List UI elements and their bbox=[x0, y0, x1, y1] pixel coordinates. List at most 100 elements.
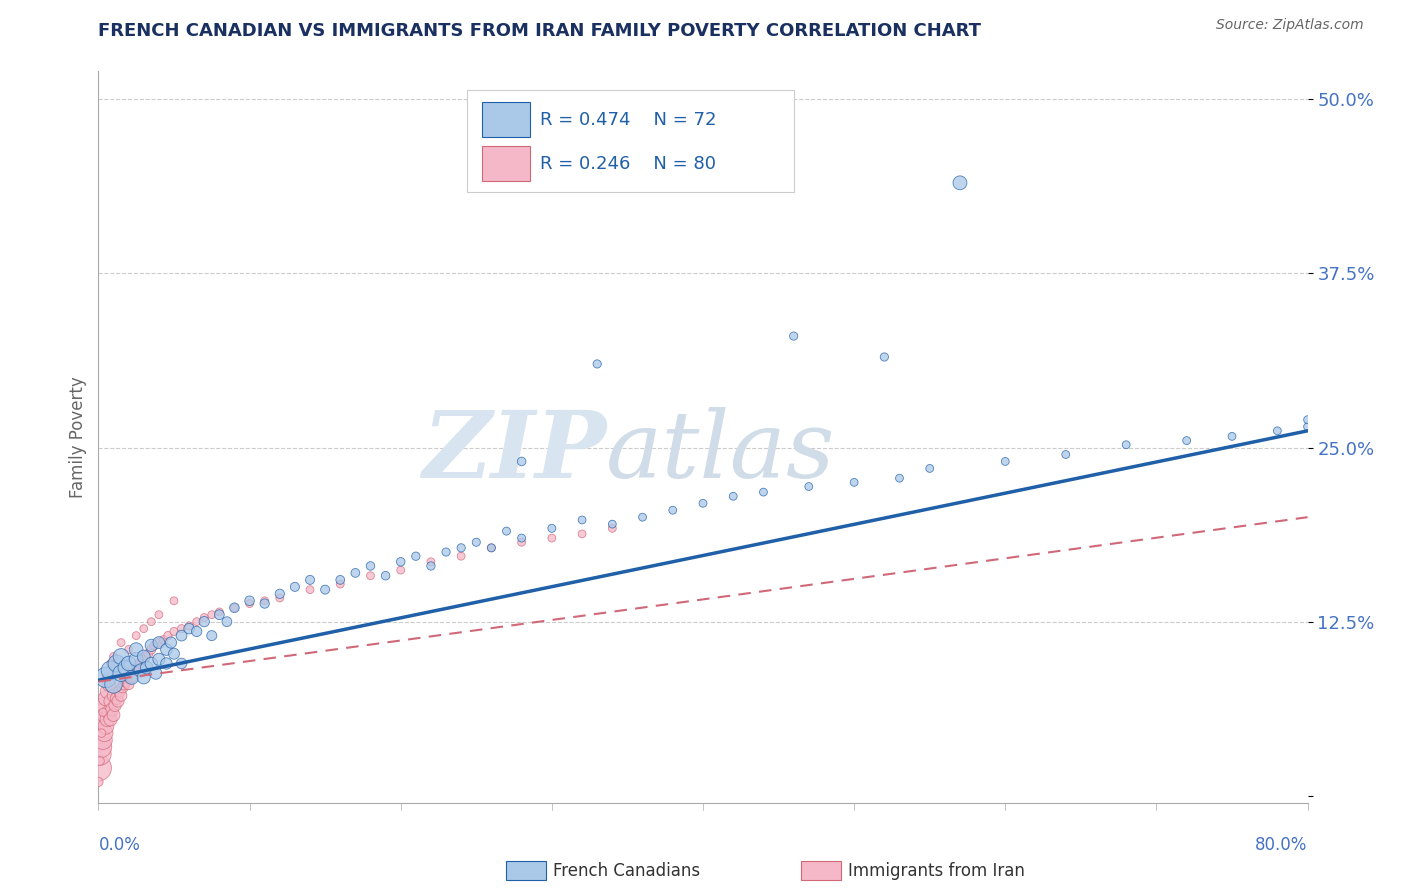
Point bbox=[89, 754, 111, 768]
Point bbox=[125, 629, 148, 643]
Point bbox=[105, 657, 128, 671]
Point bbox=[586, 357, 609, 371]
Point bbox=[177, 619, 201, 633]
Point bbox=[170, 629, 193, 643]
Point bbox=[118, 677, 141, 691]
Point bbox=[110, 635, 132, 649]
Text: ZIP: ZIP bbox=[422, 407, 606, 497]
Point bbox=[148, 607, 170, 622]
Point bbox=[156, 629, 179, 643]
Point bbox=[100, 712, 122, 726]
Point bbox=[145, 666, 167, 681]
Text: Source: ZipAtlas.com: Source: ZipAtlas.com bbox=[1216, 18, 1364, 32]
Point bbox=[120, 666, 142, 681]
Point bbox=[1296, 412, 1319, 426]
Text: FRENCH CANADIAN VS IMMIGRANTS FROM IRAN FAMILY POVERTY CORRELATION CHART: FRENCH CANADIAN VS IMMIGRANTS FROM IRAN … bbox=[98, 22, 981, 40]
Point bbox=[136, 647, 159, 661]
Point bbox=[571, 527, 593, 541]
Point bbox=[143, 639, 166, 653]
Point bbox=[91, 705, 114, 719]
Point bbox=[374, 568, 396, 582]
Point bbox=[661, 503, 683, 517]
Y-axis label: Family Poverty: Family Poverty bbox=[69, 376, 87, 498]
Text: R = 0.246    N = 80: R = 0.246 N = 80 bbox=[540, 154, 716, 172]
Point bbox=[111, 680, 134, 694]
Point bbox=[128, 657, 150, 671]
Point bbox=[949, 176, 972, 190]
Point bbox=[481, 541, 503, 555]
Point bbox=[131, 652, 153, 666]
Point bbox=[107, 694, 129, 708]
Point bbox=[994, 454, 1017, 468]
Point bbox=[115, 670, 138, 684]
Point bbox=[253, 594, 276, 608]
Point bbox=[112, 677, 135, 691]
Point bbox=[239, 594, 262, 608]
Text: 0.0%: 0.0% bbox=[98, 836, 141, 854]
Point bbox=[132, 649, 155, 664]
Point bbox=[110, 649, 132, 664]
Point bbox=[692, 496, 714, 510]
Point bbox=[360, 568, 382, 582]
Point bbox=[602, 521, 624, 535]
Point bbox=[135, 660, 157, 674]
Point bbox=[215, 615, 238, 629]
Point bbox=[101, 702, 124, 716]
Point bbox=[118, 642, 141, 657]
Point bbox=[103, 649, 125, 664]
Point bbox=[193, 610, 215, 624]
Point bbox=[103, 689, 125, 703]
Point bbox=[94, 670, 117, 684]
Point bbox=[118, 657, 141, 671]
Point bbox=[782, 329, 804, 343]
Point bbox=[89, 747, 111, 761]
Point bbox=[90, 712, 112, 726]
Point bbox=[125, 660, 148, 674]
Point bbox=[540, 531, 562, 545]
FancyBboxPatch shape bbox=[482, 146, 530, 181]
Point bbox=[224, 600, 246, 615]
Point bbox=[163, 647, 186, 661]
FancyBboxPatch shape bbox=[482, 102, 530, 137]
Point bbox=[129, 664, 152, 678]
Point bbox=[93, 698, 115, 713]
Point bbox=[100, 664, 122, 678]
Point bbox=[752, 485, 775, 500]
Point bbox=[405, 549, 427, 564]
Text: Immigrants from Iran: Immigrants from Iran bbox=[848, 862, 1025, 880]
Point bbox=[224, 600, 246, 615]
Point bbox=[170, 622, 193, 636]
Point bbox=[329, 573, 352, 587]
Point bbox=[510, 535, 533, 549]
Point bbox=[87, 775, 110, 789]
Point bbox=[177, 622, 201, 636]
Point bbox=[87, 733, 110, 747]
Point bbox=[90, 740, 112, 755]
Point bbox=[125, 652, 148, 666]
Point bbox=[201, 629, 224, 643]
Point bbox=[134, 649, 156, 664]
Point bbox=[797, 479, 820, 493]
Point bbox=[239, 597, 262, 611]
Point bbox=[481, 541, 503, 555]
Point bbox=[360, 558, 382, 573]
Point bbox=[602, 517, 624, 532]
Point bbox=[125, 642, 148, 657]
Point bbox=[89, 719, 111, 733]
Point bbox=[94, 691, 117, 706]
Point bbox=[186, 615, 208, 629]
Point bbox=[253, 597, 276, 611]
Point bbox=[141, 639, 163, 653]
Text: French Canadians: French Canadians bbox=[553, 862, 700, 880]
Point bbox=[170, 657, 193, 671]
Point bbox=[121, 670, 143, 684]
Point bbox=[155, 642, 177, 657]
Point bbox=[98, 705, 121, 719]
Point bbox=[495, 524, 517, 538]
Point bbox=[98, 677, 121, 691]
Point bbox=[208, 607, 231, 622]
Point bbox=[104, 698, 127, 713]
Point bbox=[148, 652, 170, 666]
Point bbox=[141, 642, 163, 657]
Point bbox=[163, 624, 186, 639]
